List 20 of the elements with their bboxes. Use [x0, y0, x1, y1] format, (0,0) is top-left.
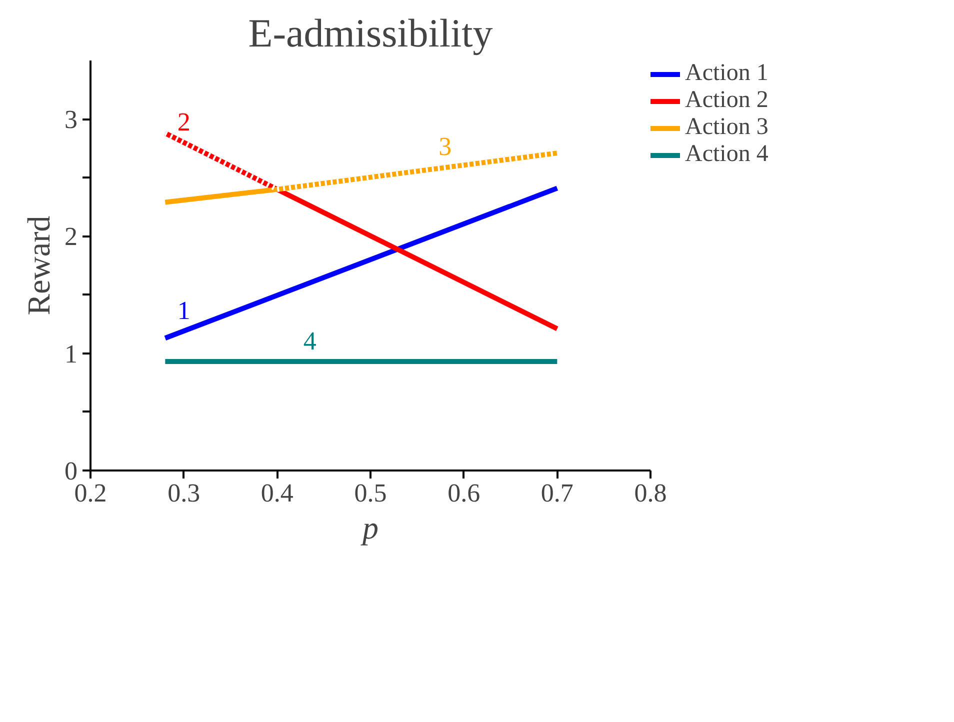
- legend-label: Action 1: [685, 60, 768, 87]
- annotation: 1: [177, 296, 190, 326]
- x-axis-title: p: [360, 510, 378, 546]
- x-tick-label: 0.4: [260, 478, 294, 508]
- legend-label: Action 2: [685, 87, 768, 114]
- x-tick-label: 0.7: [540, 478, 574, 508]
- chart-title: E-admissibility: [248, 10, 493, 56]
- legend-label: Action 4: [685, 141, 768, 168]
- legend-label: Action 3: [685, 114, 768, 141]
- y-axis-title: Reward: [20, 216, 56, 316]
- x-tick-label: 0.8: [634, 478, 667, 508]
- y-tick-label: 1: [64, 339, 78, 368]
- y-tick-label: 2: [64, 222, 78, 252]
- x-tick-label: 0.5: [354, 478, 387, 508]
- x-tick-label: 0.6: [448, 478, 480, 508]
- annotation: 2: [177, 108, 190, 136]
- annotation: 3: [438, 132, 452, 162]
- annotation: 4: [303, 326, 316, 356]
- x-tick-label: 0.3: [168, 478, 200, 508]
- y-tick-label: 3: [64, 105, 78, 134]
